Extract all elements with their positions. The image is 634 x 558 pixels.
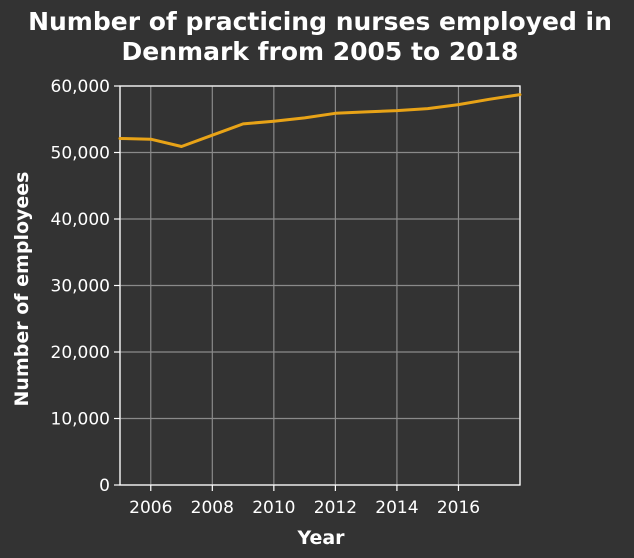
y-tick-label: 60,000 xyxy=(51,77,110,97)
x-tick-label: 2016 xyxy=(437,498,480,518)
x-tick-label: 2012 xyxy=(314,498,357,518)
y-tick-label: 30,000 xyxy=(51,277,110,297)
plot-frame xyxy=(119,85,521,486)
x-tick-label: 2014 xyxy=(375,498,418,518)
series-layer xyxy=(118,93,522,148)
series-line xyxy=(118,93,522,148)
y-tick-label: 20,000 xyxy=(51,343,110,363)
x-axis-title: Year xyxy=(296,527,345,549)
x-tick-label: 2010 xyxy=(252,498,295,518)
y-tick-label: 40,000 xyxy=(51,210,110,230)
x-tick-label: 2008 xyxy=(191,498,234,518)
y-tick-label: 50,000 xyxy=(51,144,110,164)
y-axis-title: Number of employees xyxy=(11,172,33,407)
chart-title-line-2: Denmark from 2005 to 2018 xyxy=(122,37,519,66)
chart-title-line-1: Number of practicing nurses employed in xyxy=(28,7,612,36)
grid xyxy=(120,86,520,485)
y-tick-label: 0 xyxy=(99,476,110,496)
axis-ticks xyxy=(114,85,521,491)
x-tick-label: 2006 xyxy=(129,498,172,518)
y-tick-label: 10,000 xyxy=(51,410,110,430)
